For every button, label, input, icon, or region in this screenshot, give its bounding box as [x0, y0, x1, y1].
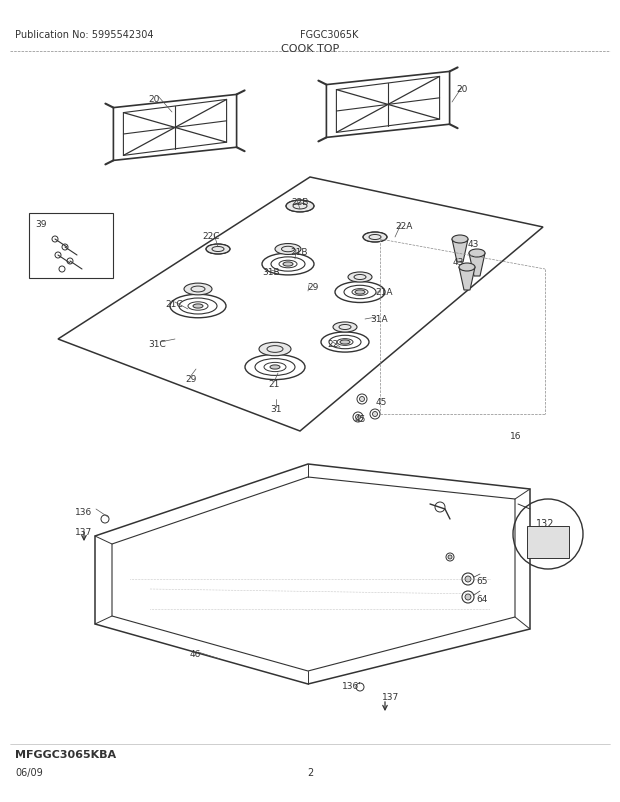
Polygon shape [469, 253, 485, 277]
Ellipse shape [469, 249, 485, 257]
Text: 31C: 31C [148, 339, 166, 349]
Ellipse shape [355, 290, 365, 294]
Text: 22A: 22A [395, 221, 412, 231]
Text: 31A: 31A [370, 314, 388, 323]
Circle shape [465, 577, 471, 582]
Text: 20: 20 [148, 95, 159, 104]
Text: FGGC3065K: FGGC3065K [300, 30, 358, 40]
Text: 20: 20 [456, 85, 467, 94]
Text: 137: 137 [75, 528, 92, 537]
Polygon shape [459, 268, 475, 290]
Text: 29: 29 [185, 375, 197, 383]
Text: 137: 137 [382, 692, 399, 701]
Circle shape [373, 412, 378, 417]
Text: 2: 2 [307, 767, 313, 777]
Ellipse shape [286, 200, 314, 213]
Ellipse shape [459, 264, 475, 272]
Text: MFGGC3065KBA: MFGGC3065KBA [15, 749, 116, 759]
Text: 43: 43 [468, 240, 479, 249]
Text: 31: 31 [270, 404, 281, 414]
Text: 45: 45 [355, 415, 366, 423]
Text: 136: 136 [75, 508, 92, 516]
Text: 29: 29 [307, 282, 319, 292]
Ellipse shape [193, 305, 203, 309]
Ellipse shape [206, 245, 230, 255]
Text: 22: 22 [327, 339, 339, 349]
Text: 22B: 22B [291, 198, 308, 207]
Ellipse shape [340, 341, 350, 345]
Text: 39: 39 [35, 220, 46, 229]
Text: 46: 46 [190, 649, 202, 658]
Circle shape [465, 594, 471, 600]
Ellipse shape [259, 342, 291, 356]
Text: 21: 21 [268, 379, 280, 388]
Text: 06/09: 06/09 [15, 767, 43, 777]
Ellipse shape [333, 322, 357, 333]
Ellipse shape [283, 262, 293, 267]
Polygon shape [452, 240, 468, 263]
Ellipse shape [270, 366, 280, 370]
Text: 65: 65 [476, 577, 487, 585]
Ellipse shape [452, 236, 468, 244]
FancyBboxPatch shape [527, 526, 569, 558]
Ellipse shape [363, 233, 387, 243]
Circle shape [355, 415, 360, 420]
Text: 45: 45 [376, 398, 388, 407]
Text: 43: 43 [453, 257, 464, 267]
Text: 31B: 31B [262, 268, 280, 277]
Text: COOK TOP: COOK TOP [281, 44, 339, 54]
Text: 21A: 21A [375, 288, 392, 297]
Text: 64: 64 [476, 594, 487, 603]
Text: 22C: 22C [202, 232, 219, 241]
Ellipse shape [184, 284, 212, 295]
Text: 132: 132 [536, 518, 554, 529]
Ellipse shape [275, 245, 301, 255]
Circle shape [448, 555, 452, 559]
Circle shape [360, 397, 365, 402]
Text: Publication No: 5995542304: Publication No: 5995542304 [15, 30, 154, 40]
Ellipse shape [348, 273, 372, 282]
Text: 136': 136' [342, 681, 361, 691]
Text: 21C: 21C [165, 300, 183, 309]
Text: 16: 16 [510, 431, 521, 440]
Text: 21B: 21B [290, 248, 308, 257]
